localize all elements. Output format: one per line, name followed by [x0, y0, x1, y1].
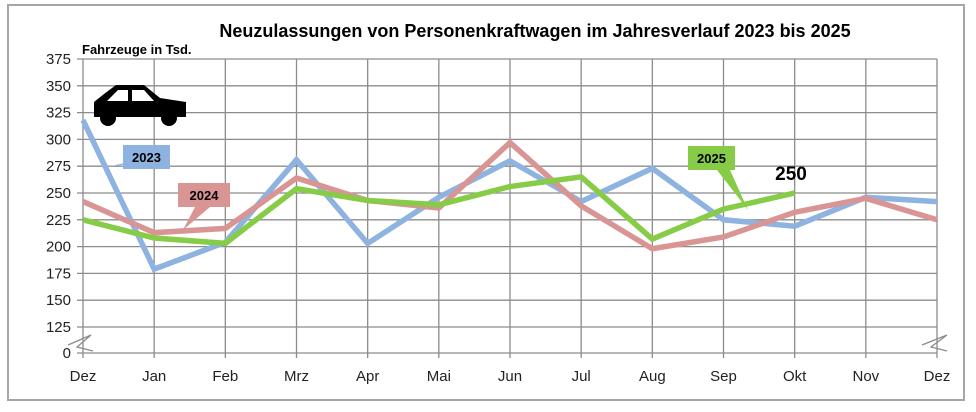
- x-tick-label: Mrz: [284, 368, 309, 385]
- x-tick-label: Jul: [572, 368, 591, 385]
- series-label-2025: 2025: [697, 151, 726, 166]
- y-tick-label: 275: [46, 158, 71, 175]
- x-tick-label: Jun: [498, 368, 522, 385]
- y-tick-label: 375: [46, 51, 71, 68]
- axis-break-left: [67, 334, 94, 352]
- callout-box-2025: [688, 146, 735, 170]
- x-tick-label: Apr: [356, 368, 379, 385]
- x-tick-label: Nov: [852, 368, 879, 385]
- x-tick-label: Feb: [212, 368, 238, 385]
- x-tick-label: Aug: [639, 368, 666, 385]
- y-tick-label: 175: [46, 265, 71, 282]
- chart-title: Neuzulassungen von Personenkraftwagen im…: [219, 21, 850, 41]
- callout-pointer: [717, 170, 748, 210]
- y-tick-label: 300: [46, 131, 71, 148]
- x-tick-label: Sep: [710, 368, 737, 385]
- axis-break-right: [921, 334, 948, 352]
- callout-box-2024: [178, 183, 230, 207]
- y-tick-label: 350: [46, 78, 71, 95]
- series-label-2024: 2024: [190, 188, 220, 203]
- y-tick-label: 0: [63, 345, 71, 362]
- y-tick-label: 125: [46, 319, 71, 336]
- x-tick-label: Dez: [924, 368, 951, 385]
- x-tick-label: Okt: [783, 368, 807, 385]
- x-tick-label: Jan: [142, 368, 166, 385]
- chart-frame: [7, 4, 965, 401]
- x-tick-label: Mai: [427, 368, 451, 385]
- x-tick-label: Dez: [70, 368, 97, 385]
- y-tick-label: 200: [46, 239, 71, 256]
- car-icon: [94, 85, 186, 126]
- callout-box-2023: [123, 145, 170, 169]
- y-tick-label: 325: [46, 105, 71, 122]
- y-tick-label: 250: [46, 185, 71, 202]
- y-tick-label: 150: [46, 292, 71, 309]
- y-tick-label: 225: [46, 212, 71, 229]
- y-axis-label: Fahrzeuge in Tsd.: [82, 42, 192, 57]
- data-label-okt-2025: 250: [775, 164, 807, 185]
- series-label-2023: 2023: [132, 150, 161, 165]
- callout-pointer: [183, 207, 210, 230]
